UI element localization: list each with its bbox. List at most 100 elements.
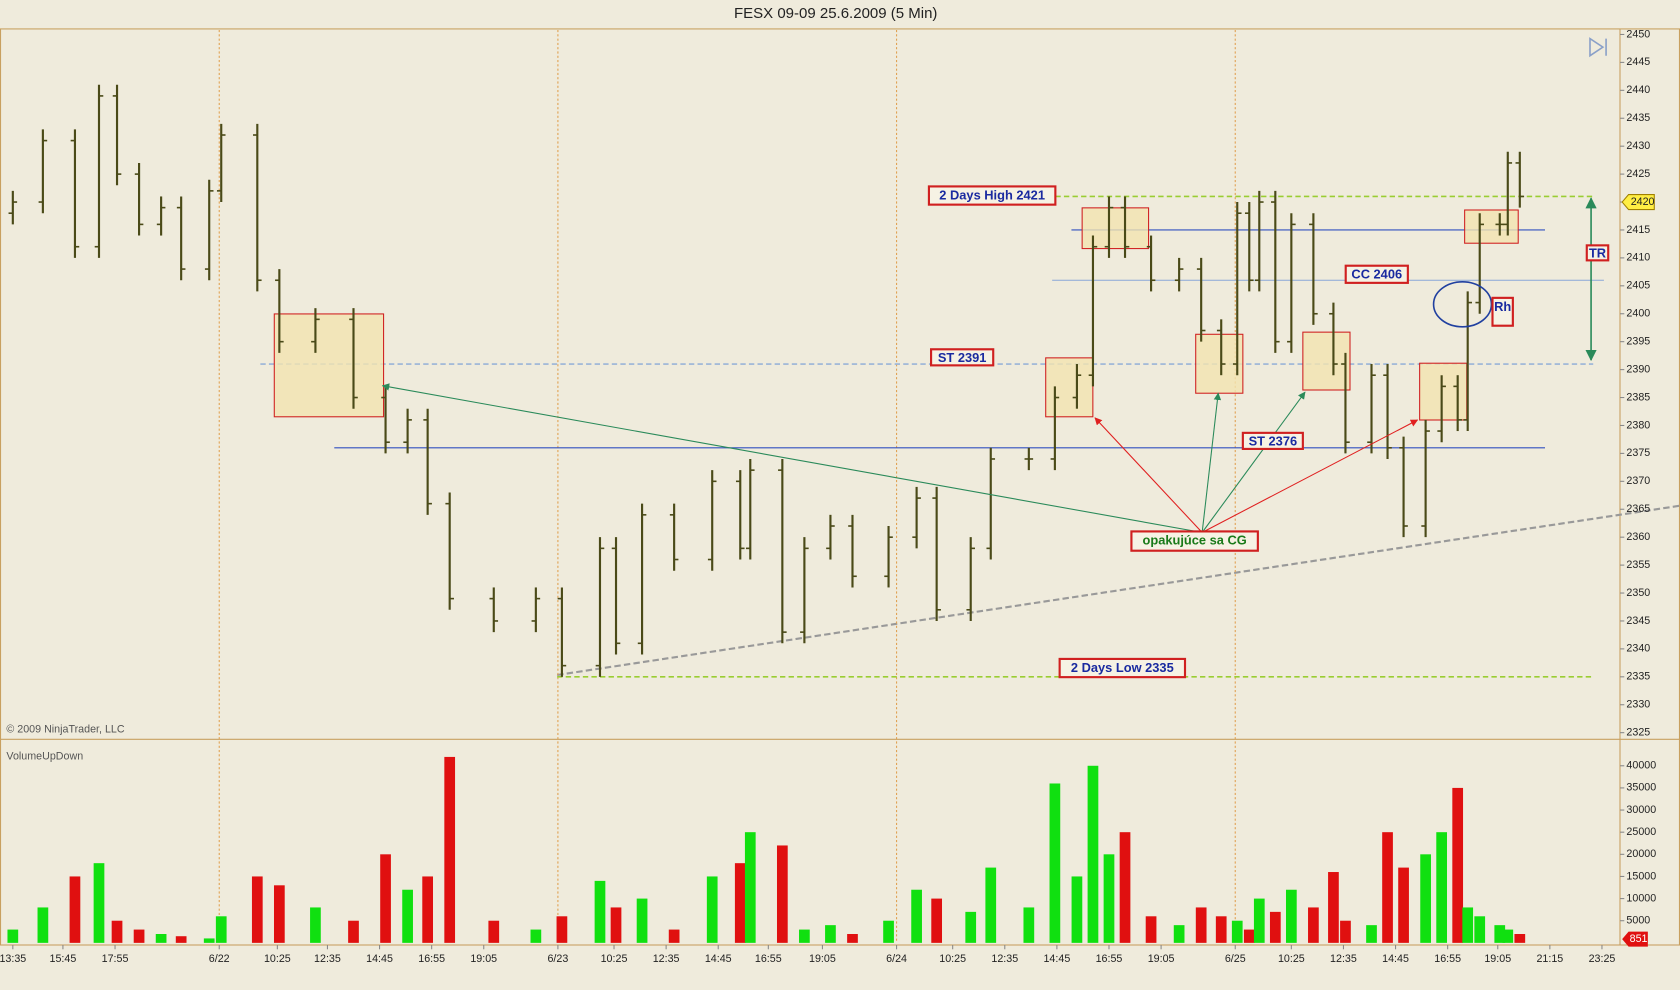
volume-bar <box>1195 907 1207 943</box>
annotation-box <box>1130 530 1259 552</box>
x-tick-label: 12:35 <box>991 953 1018 965</box>
x-tick-label: 16:55 <box>1434 953 1461 965</box>
volume-bar <box>348 920 359 943</box>
y-tick-label: 2390 <box>1626 363 1650 375</box>
x-tick-label: 12:35 <box>1330 953 1357 965</box>
volume-bar <box>1253 898 1265 943</box>
volume-bar <box>1119 832 1131 943</box>
volume-bar <box>734 863 746 943</box>
annotation: CC 2406 <box>1351 267 1402 282</box>
x-tick-label: 16:55 <box>755 953 782 965</box>
volume-bar <box>1502 929 1514 943</box>
volume-bar <box>1474 916 1486 943</box>
volume-bar <box>636 898 648 943</box>
volume-bar <box>530 929 542 943</box>
volume-bar <box>931 898 943 943</box>
arrow <box>1094 417 1203 533</box>
highlight-box <box>273 313 385 418</box>
x-tick-label: 12:35 <box>653 953 680 965</box>
volume-bar <box>155 934 167 943</box>
volume-bar <box>744 832 756 943</box>
volume-bar <box>310 907 321 943</box>
last-price-label: 2420 <box>1631 196 1655 208</box>
x-tick-label: 16:55 <box>418 953 445 965</box>
volume-bar <box>556 916 568 943</box>
volume-bar <box>1269 911 1281 943</box>
y-tick-label: 2325 <box>1626 727 1650 739</box>
y-tick-label: 2370 <box>1626 475 1650 487</box>
volume-bar <box>215 916 227 943</box>
volume-bar <box>1173 925 1185 943</box>
volume-bar <box>1340 920 1351 943</box>
annotation-box <box>930 348 995 367</box>
volume-bar <box>93 863 105 943</box>
y-tick-label: 2445 <box>1626 56 1650 68</box>
annotation: ST 2376 <box>1249 433 1298 448</box>
x-tick-label: 14:45 <box>1043 953 1070 965</box>
volume-bar <box>251 876 263 943</box>
x-tick-label: 17:55 <box>102 953 129 965</box>
volume-bar <box>1231 920 1243 943</box>
y-tick-label: 2415 <box>1626 224 1650 236</box>
last-price-tag <box>1621 194 1655 211</box>
arrow <box>1201 391 1306 533</box>
play-icon[interactable] <box>1589 37 1607 58</box>
y2-tick-label: 15000 <box>1626 870 1656 882</box>
y2-tick-label: 40000 <box>1626 760 1656 772</box>
x-tick-label: 10:25 <box>939 953 966 965</box>
y-tick-label: 2395 <box>1626 336 1650 348</box>
volume-bar <box>380 854 391 943</box>
y-tick-label: 2380 <box>1626 419 1650 431</box>
volume-bar <box>1494 925 1506 943</box>
volume-bar <box>1382 832 1393 943</box>
y-tick-label: 2335 <box>1626 671 1650 683</box>
volume-bar <box>1243 929 1255 943</box>
y-tick-label: 2400 <box>1626 308 1650 320</box>
volume-bar <box>203 938 215 943</box>
y-tick-label: 2435 <box>1626 112 1650 124</box>
volume-bar <box>668 929 680 943</box>
volume-bar <box>1436 832 1448 943</box>
x-tick-label: 13:35 <box>0 953 26 965</box>
volume-bar <box>610 907 622 943</box>
volume-bar <box>1023 907 1035 943</box>
x-tick-label: 19:05 <box>809 953 836 965</box>
highlight-box <box>1045 357 1094 418</box>
arrow <box>1201 419 1419 533</box>
y-tick-label: 2340 <box>1626 643 1650 655</box>
volume-bar <box>965 911 977 943</box>
y-tick-label: 2440 <box>1626 84 1650 96</box>
volume-bar <box>402 889 413 943</box>
frame <box>0 28 1680 946</box>
volume-bar <box>847 934 858 943</box>
annotation: ST 2391 <box>938 350 987 365</box>
x-tick-label: 21:15 <box>1536 953 1563 965</box>
volume-bar <box>1049 783 1061 943</box>
volume-bar <box>7 929 19 943</box>
annotation: 2 Days Low 2335 <box>1071 660 1174 675</box>
y-tick-label: 2350 <box>1626 587 1650 599</box>
annotation: Rh <box>1494 299 1511 314</box>
y2-tick-label: 25000 <box>1626 826 1656 838</box>
volume-bar <box>1145 916 1157 943</box>
volume-bar <box>1328 872 1339 943</box>
y-tick-label: 2430 <box>1626 140 1650 152</box>
x-tick-label: 10:25 <box>264 953 291 965</box>
y2-tick-label: 35000 <box>1626 782 1656 794</box>
y-tick-label: 2425 <box>1626 168 1650 180</box>
volume-bar <box>111 920 123 943</box>
x-tick-label: 6/25 <box>1225 953 1246 965</box>
volume-bar <box>1308 907 1319 943</box>
x-tick-label: 14:45 <box>705 953 732 965</box>
volume-bar <box>1398 867 1409 943</box>
volume-bar <box>1103 854 1115 943</box>
y-tick-label: 2405 <box>1626 280 1650 292</box>
annotation-box <box>1585 244 1610 262</box>
chart-title: FESX 09-09 25.6.2009 (5 Min) <box>734 5 937 22</box>
y-tick-label: 2360 <box>1626 531 1650 543</box>
x-tick-label: 23:25 <box>1589 953 1616 965</box>
annotation: 2 Days High 2421 <box>939 187 1045 202</box>
volume-bar <box>133 929 145 943</box>
